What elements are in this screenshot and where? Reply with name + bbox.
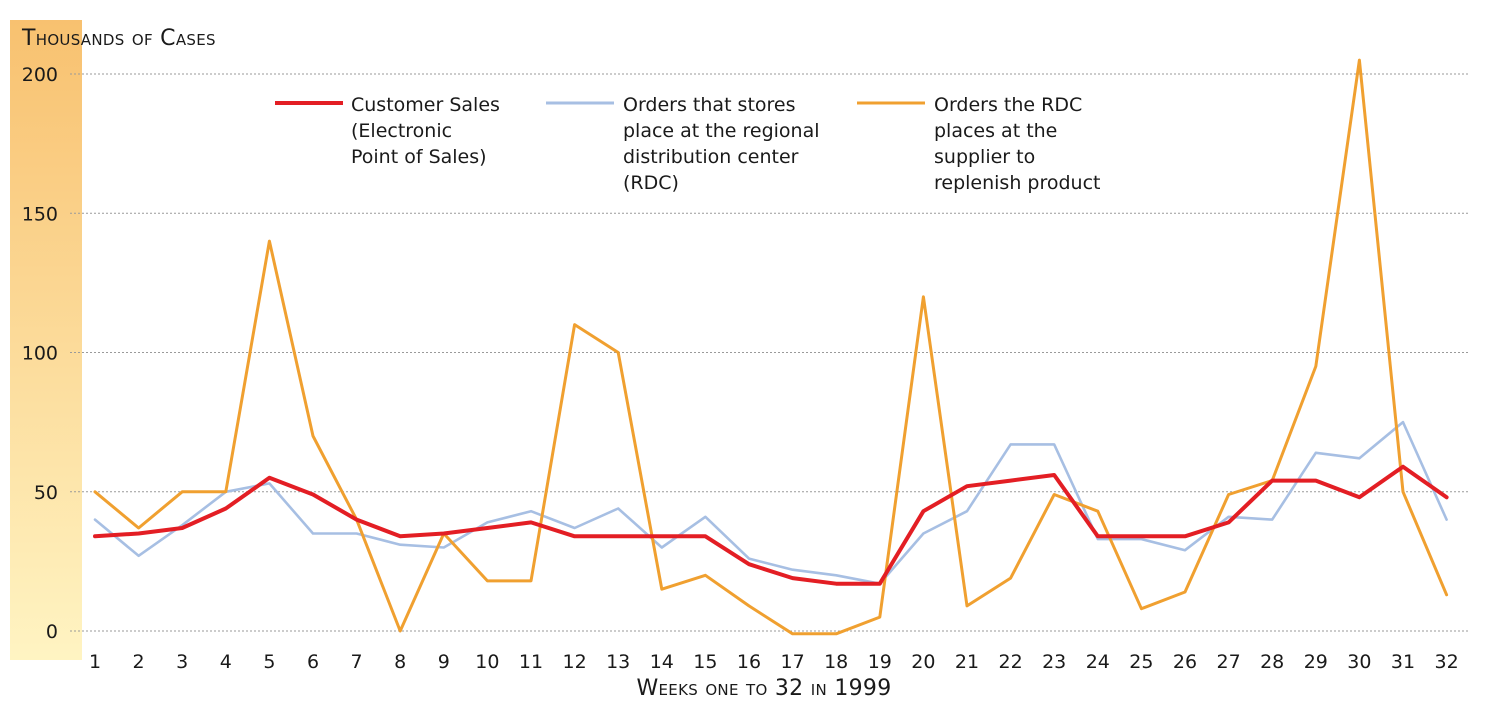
x-tick-label: 27 [1217, 651, 1241, 673]
x-tick-label: 4 [220, 651, 232, 673]
series-line-customer-sales [93, 464, 1449, 586]
x-tick-label: 5 [263, 651, 275, 673]
series-line-rdc-orders [93, 58, 1449, 636]
x-tick-label: 23 [1042, 651, 1066, 673]
series-line-store-orders [93, 420, 1448, 586]
y-axis-title: Thousands of Cases [22, 26, 216, 51]
y-ticks: 0 50 100 150 200 [22, 64, 58, 643]
x-tick-label: 28 [1260, 651, 1284, 673]
x-tick-label: 26 [1173, 651, 1197, 673]
x-axis-title: Weeks one to 32 in 1999 [636, 676, 892, 701]
x-tick-label: 11 [519, 651, 543, 673]
x-ticks: 1 2 3 4 5 6 7 8 9 10 11 12 13 14 15 16 17 18 19 20 21 22 23 24 2… [89, 651, 1459, 673]
y-axis-band [10, 20, 82, 660]
x-tick-label: 30 [1347, 651, 1371, 673]
x-tick-label: 31 [1391, 651, 1415, 673]
y-tick-label: 50 [34, 482, 58, 504]
x-tick-label: 32 [1435, 651, 1459, 673]
x-tick-label: 1 [89, 651, 101, 673]
x-tick-label: 22 [999, 651, 1023, 673]
y-tick-label: 100 [22, 343, 58, 365]
x-tick-label: 14 [650, 651, 674, 673]
x-tick-label: 19 [868, 651, 892, 673]
x-tick-label: 3 [176, 651, 188, 673]
x-tick-label: 18 [824, 651, 848, 673]
x-tick-label: 15 [693, 651, 717, 673]
x-tick-label: 20 [911, 651, 935, 673]
y-tick-label: 150 [22, 203, 58, 225]
x-tick-label: 7 [351, 651, 363, 673]
x-tick-label: 10 [475, 651, 499, 673]
x-tick-label: 8 [394, 651, 406, 673]
y-tick-label: 0 [46, 621, 58, 643]
legend-label-customer-sales: Customer Sales (Electronic Point of Sale… [351, 94, 500, 168]
x-tick-label: 6 [307, 651, 319, 673]
x-tick-label: 17 [781, 651, 805, 673]
series-group [93, 58, 1449, 636]
x-tick-label: 13 [606, 651, 630, 673]
x-tick-label: 12 [563, 651, 587, 673]
legend-label-rdc-orders: Orders the RDC places at the supplier to… [934, 94, 1101, 194]
x-tick-label: 2 [133, 651, 145, 673]
x-tick-label: 25 [1129, 651, 1153, 673]
x-tick-label: 24 [1086, 651, 1110, 673]
y-tick-label: 200 [22, 64, 58, 86]
x-tick-label: 29 [1304, 651, 1328, 673]
x-tick-label: 21 [955, 651, 979, 673]
x-tick-label: 16 [737, 651, 761, 673]
x-tick-label: 9 [438, 651, 450, 673]
legend-label-store-orders: Orders that stores place at the regional… [623, 94, 820, 194]
